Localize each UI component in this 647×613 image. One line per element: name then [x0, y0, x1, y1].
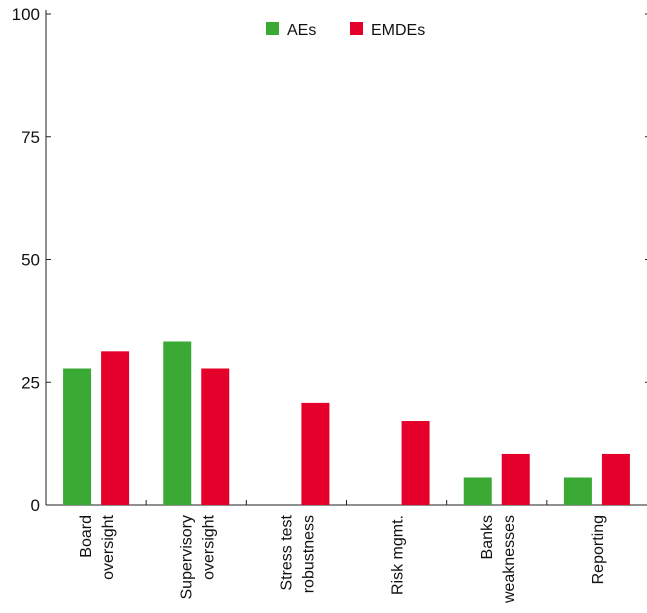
bar-emdes-0: [101, 351, 130, 505]
bar-aes-5: [563, 477, 592, 505]
x-tick-label-line: weaknesses: [501, 515, 518, 604]
legend-item-aes: AEs: [266, 22, 316, 39]
legend-swatch: [350, 22, 363, 35]
x-tick-label: Board oversight: [78, 514, 117, 579]
legend-swatch: [266, 22, 279, 35]
x-tick-label-line: oversight: [200, 514, 217, 579]
bar-aes-4: [463, 477, 492, 505]
x-tick-label-line: Stress test: [278, 514, 295, 590]
y-axis: 0 25 50 75 100: [12, 5, 51, 515]
y-tick-label: 25: [21, 373, 40, 392]
x-tick-label: Risk mgmt.: [390, 515, 407, 595]
x-tick-label-line: oversight: [100, 514, 117, 579]
bar-emdes-2: [301, 402, 330, 505]
x-tick-label-line: robustness: [300, 515, 317, 593]
y-tick-label: 0: [31, 496, 40, 515]
x-tick-label: Supervisory oversight: [178, 514, 217, 599]
legend-label: AEs: [287, 22, 316, 39]
y-tick-label: 50: [21, 251, 40, 270]
x-tick-label-line: Board: [78, 515, 95, 558]
x-tick-label: Stress test robustness: [278, 514, 317, 593]
bar-emdes-5: [601, 453, 630, 505]
x-tick-label-line: Banks: [479, 515, 496, 559]
bar-aes-1: [163, 341, 192, 505]
x-tick-label-line: Risk mgmt.: [390, 515, 407, 595]
x-axis: Board oversight Supervisory oversight Stress…: [46, 500, 647, 604]
x-tick-label-line: Supervisory: [178, 515, 195, 599]
x-tick-label: Reporting: [590, 515, 607, 584]
bar-emdes-4: [501, 453, 530, 505]
y-tick-label: 100: [12, 5, 40, 24]
bar-emdes-1: [201, 368, 230, 505]
bars: [63, 341, 630, 505]
legend-label: EMDEs: [371, 22, 425, 39]
x-tick-label-line: Reporting: [590, 515, 607, 584]
bar-emdes-3: [401, 421, 430, 505]
legend-item-emdes: EMDEs: [350, 22, 425, 39]
x-tick-label: Banks weaknesses: [479, 515, 518, 604]
bar-aes-0: [63, 368, 92, 505]
y-tick-label: 75: [21, 128, 40, 147]
legend: AEs EMDEs: [266, 22, 425, 39]
